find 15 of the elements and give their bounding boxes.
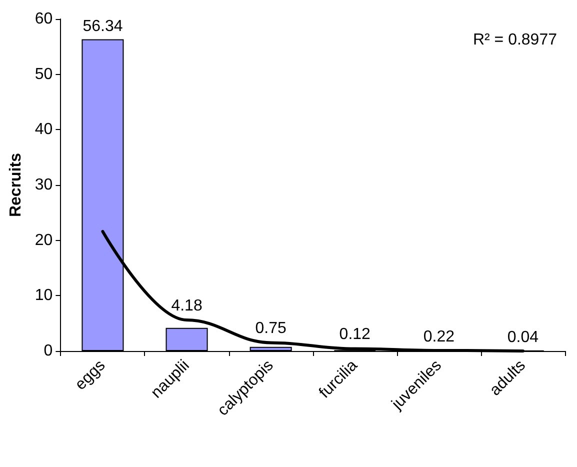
data-label: 56.34 bbox=[82, 18, 123, 35]
data-label: 0.04 bbox=[507, 328, 539, 346]
y-tick-label: 40 bbox=[34, 121, 53, 138]
y-tick-label: 30 bbox=[34, 176, 53, 194]
data-label: 0.12 bbox=[339, 326, 371, 344]
y-tick-label: 50 bbox=[34, 66, 53, 83]
y-tick-label: 20 bbox=[34, 232, 53, 249]
data-label: 0.75 bbox=[255, 320, 286, 338]
annotation: R² = 0.8977 bbox=[472, 32, 558, 48]
y-axis-title: Recruits bbox=[8, 152, 24, 218]
data-label: 4.18 bbox=[171, 298, 202, 315]
data-label: 0.22 bbox=[423, 328, 455, 346]
y-tick-label: 60 bbox=[34, 10, 53, 28]
y-tick-label: 0 bbox=[44, 342, 53, 360]
y-tick-label: 10 bbox=[34, 287, 53, 304]
